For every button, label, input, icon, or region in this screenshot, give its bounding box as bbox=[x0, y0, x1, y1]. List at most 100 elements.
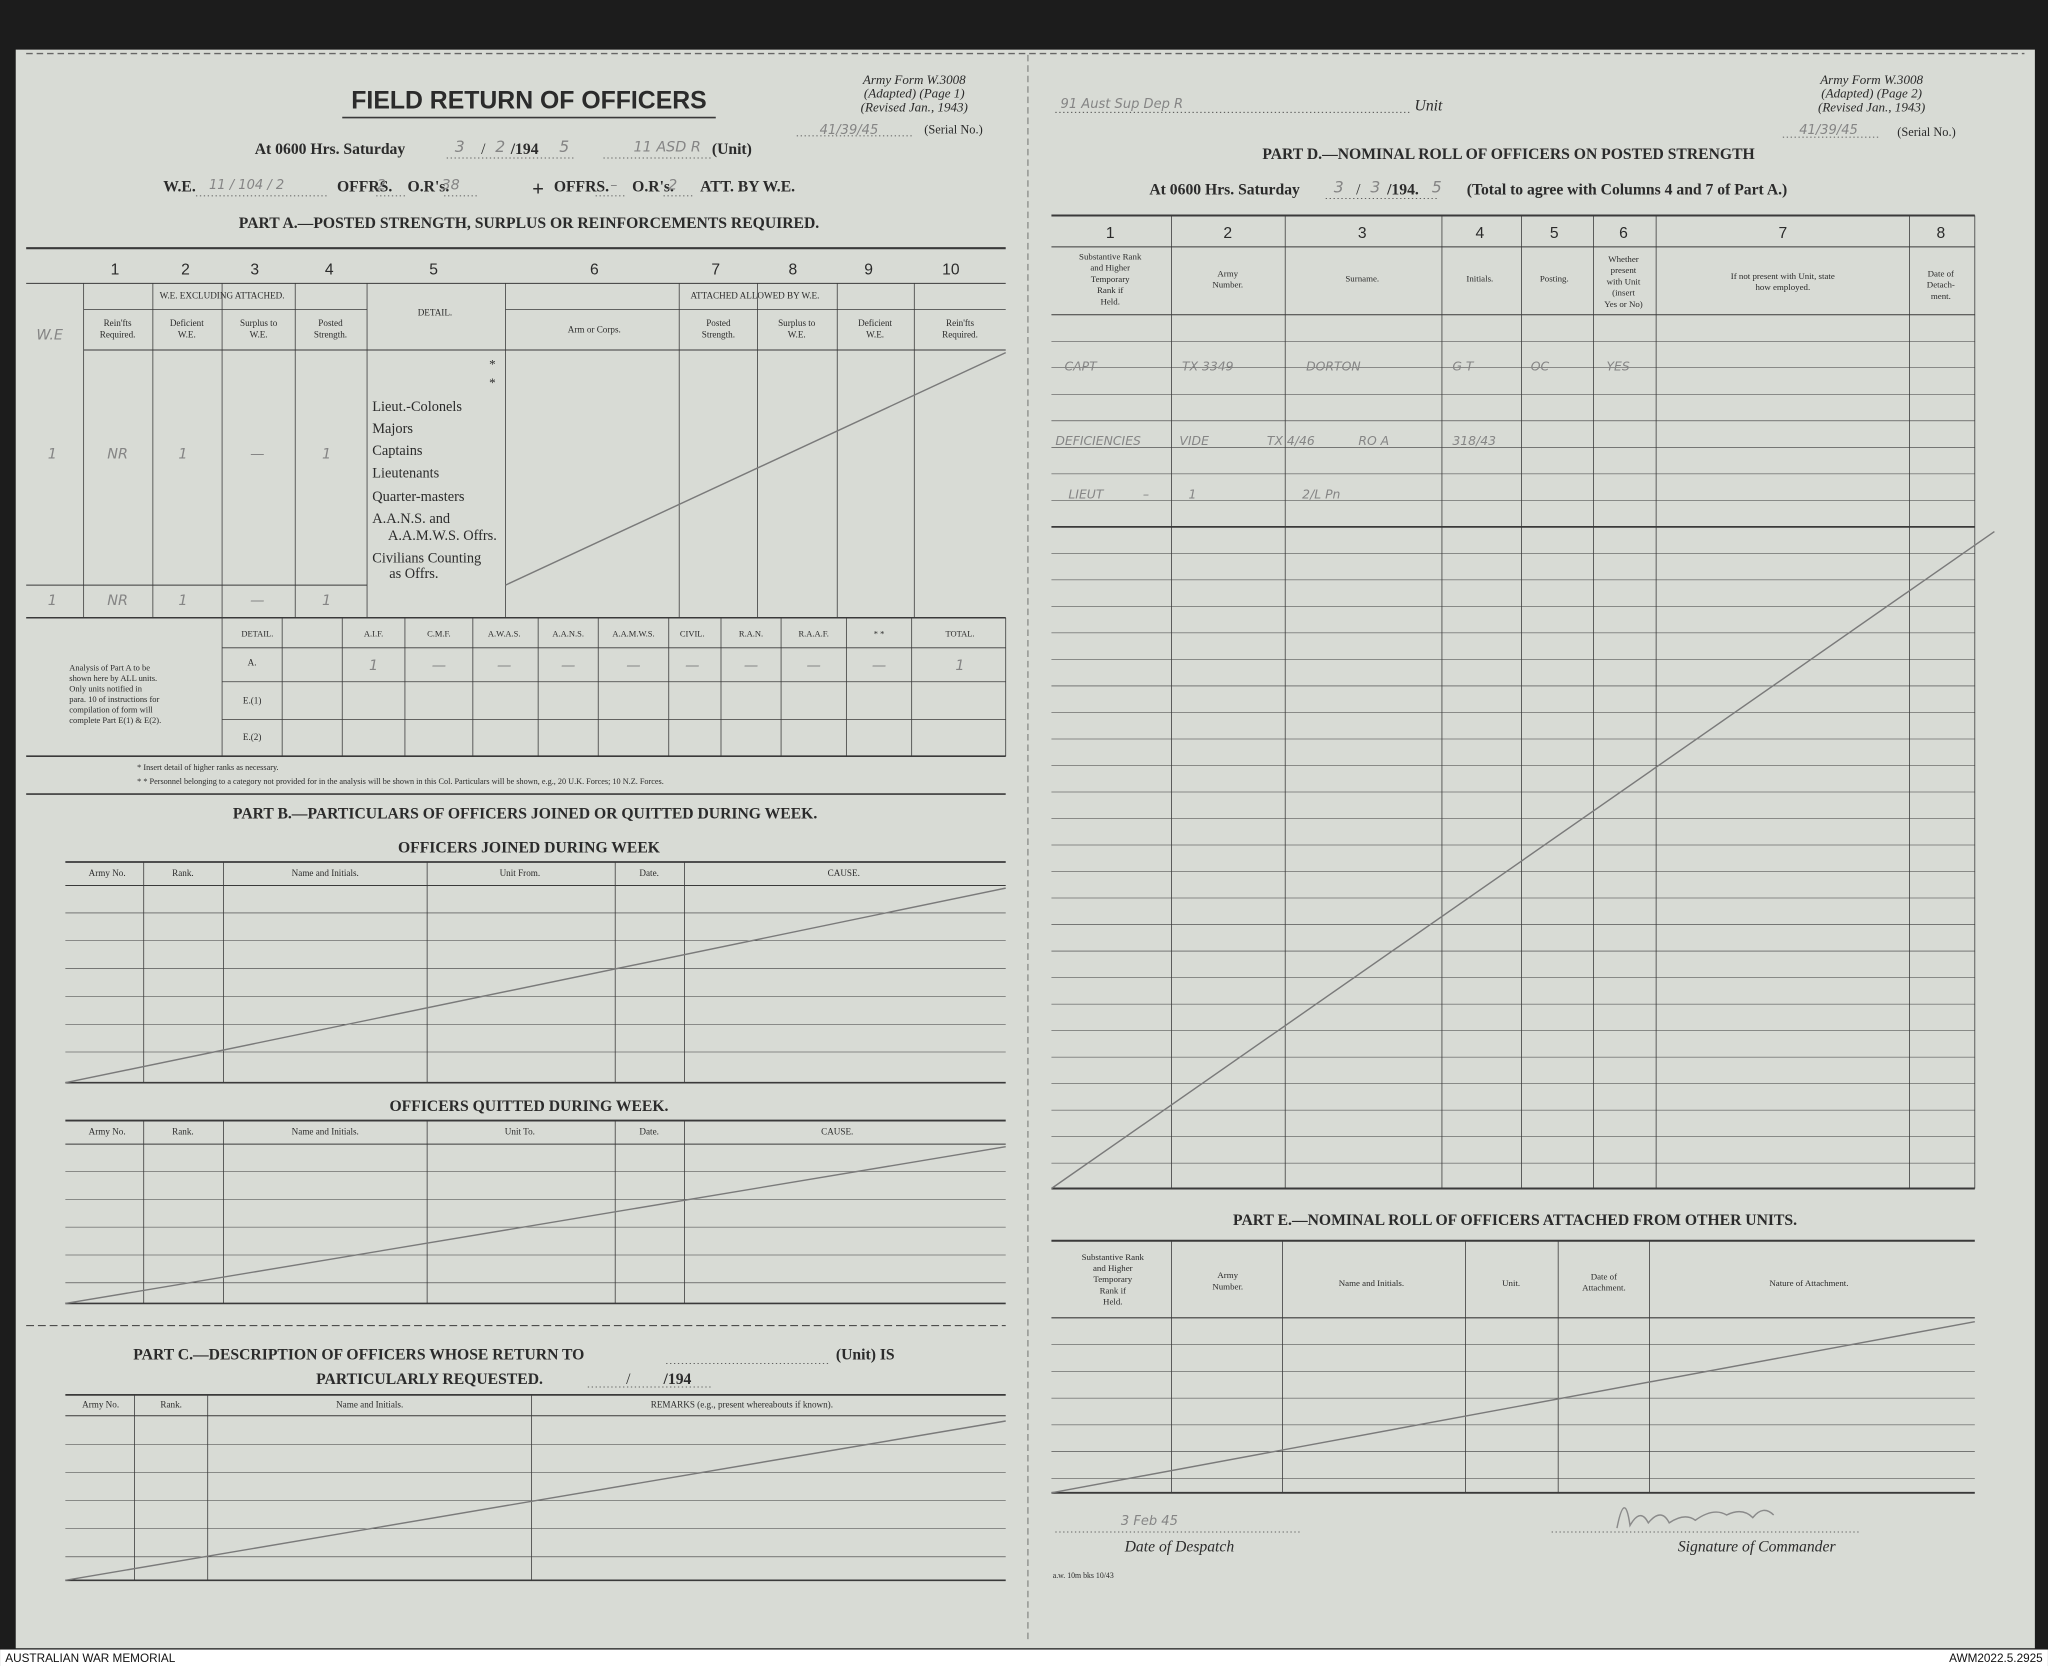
form-text: W.E. bbox=[163, 179, 196, 196]
form-text: Army No. bbox=[89, 868, 126, 878]
form-text: 2 bbox=[181, 261, 190, 278]
handwriting: VIDE bbox=[1179, 433, 1209, 448]
handwriting: — bbox=[497, 658, 511, 674]
strike-line bbox=[65, 1420, 1006, 1582]
handwriting: – bbox=[1143, 486, 1149, 501]
form-text: Required. bbox=[100, 330, 136, 340]
form-text: Unit From. bbox=[500, 868, 541, 878]
form-text: Lieutenants bbox=[372, 465, 439, 481]
form-text: Rein'fts bbox=[946, 318, 974, 328]
handwriting: 1 bbox=[1189, 486, 1197, 501]
form-text: 8 bbox=[1936, 225, 1945, 242]
form-text: Attachment. bbox=[1582, 1283, 1626, 1293]
form-text: and Higher bbox=[1093, 1263, 1133, 1273]
signature bbox=[1616, 1507, 1775, 1529]
form-text: C.M.F. bbox=[427, 629, 451, 639]
form-text: and Higher bbox=[1090, 263, 1130, 273]
strike-line bbox=[505, 351, 1007, 586]
form-text: * * bbox=[874, 629, 885, 639]
form-text: DETAIL. bbox=[418, 308, 453, 318]
form-text: Name and Initials. bbox=[336, 1399, 403, 1409]
form-text: / bbox=[626, 1371, 631, 1388]
handwriting: 1 bbox=[369, 658, 378, 674]
form-text: A.I.F. bbox=[364, 629, 383, 639]
form-text: CAUSE. bbox=[821, 1126, 853, 1136]
form-text: 10 bbox=[942, 261, 960, 278]
strike-line bbox=[1051, 530, 1995, 1190]
form-text: / bbox=[481, 141, 486, 158]
form-text: Rank if bbox=[1100, 1285, 1126, 1295]
handwriting: 2 bbox=[377, 177, 386, 193]
form-text: OFFICERS JOINED DURING WEEK bbox=[398, 840, 661, 857]
form-text: with Unit bbox=[1607, 276, 1641, 286]
form-text: Rank if bbox=[1097, 285, 1123, 295]
form-text: 7 bbox=[1778, 225, 1787, 242]
form-text: If not present with Unit, state bbox=[1731, 271, 1835, 281]
form-text: (Serial No.) bbox=[1897, 125, 1956, 139]
form-text: Unit bbox=[1415, 98, 1443, 115]
form-text: Captains bbox=[372, 443, 423, 459]
handwriting: CAPT bbox=[1064, 359, 1098, 374]
form-text: Signature of Commander bbox=[1678, 1538, 1837, 1555]
form-text: At 0600 Hrs. Saturday bbox=[1149, 181, 1300, 198]
handwriting: 3 bbox=[1370, 178, 1380, 197]
form-text: (Adapted) (Page 1) bbox=[864, 86, 965, 101]
form-text: ATT. BY W.E. bbox=[700, 179, 795, 196]
form-text: PART A.—POSTED STRENGTH, SURPLUS OR REIN… bbox=[239, 215, 820, 232]
form-text: Army Form W.3008 bbox=[1819, 72, 1923, 87]
handwriting: – bbox=[610, 177, 617, 193]
form-text: (Serial No.) bbox=[924, 122, 983, 136]
form-text: Quarter-masters bbox=[372, 489, 465, 505]
form-text: Strength. bbox=[314, 330, 347, 340]
form-text: Majors bbox=[372, 421, 413, 437]
handwriting: 38 bbox=[442, 177, 460, 193]
form-text: (insert bbox=[1612, 288, 1635, 298]
handwriting: NR bbox=[107, 593, 128, 609]
handwriting: 5 bbox=[559, 137, 569, 156]
handwriting: 1 bbox=[322, 447, 331, 463]
form-text: Analysis of Part A to be bbox=[69, 663, 150, 673]
form-text: O.R's. bbox=[408, 179, 450, 196]
form-text: /194. bbox=[1386, 181, 1419, 198]
handwriting: 1 bbox=[322, 593, 331, 609]
form-text: Initials. bbox=[1466, 274, 1493, 284]
form-text: W.E. bbox=[250, 330, 268, 340]
handwriting: LIEUT bbox=[1068, 486, 1104, 501]
form-text: Held. bbox=[1103, 1297, 1122, 1307]
form-text: * * Personnel belonging to a category no… bbox=[137, 777, 664, 786]
form-text: 7 bbox=[711, 261, 720, 278]
form-text: Army No. bbox=[89, 1126, 126, 1136]
form-text: PARTICULARLY REQUESTED. bbox=[316, 1371, 543, 1388]
form-text: AUSTRALIAN WAR MEMORIAL bbox=[5, 1652, 175, 1665]
strike-line bbox=[1051, 1321, 1975, 1494]
form-text: Yes or No) bbox=[1604, 299, 1643, 309]
form-text: A.A.N.S. bbox=[552, 629, 584, 639]
handwriting: 2/L Pn bbox=[1302, 486, 1340, 501]
form-text: Posted bbox=[706, 318, 731, 328]
handwriting: — bbox=[432, 658, 446, 674]
form-text: Lieut.-Colonels bbox=[372, 399, 462, 415]
form-text: para. 10 of instructions for bbox=[69, 694, 159, 704]
form-text: Surplus to bbox=[778, 318, 816, 328]
handwriting: 3 bbox=[1334, 178, 1344, 197]
form-text: * Insert detail of higher ranks as neces… bbox=[137, 763, 278, 772]
handwriting: 1 bbox=[955, 658, 964, 674]
form-text: At 0600 Hrs. Saturday bbox=[255, 141, 406, 158]
form-text: Only units notified in bbox=[69, 684, 142, 694]
handwriting: — bbox=[561, 658, 575, 674]
form-text: Required. bbox=[942, 330, 978, 340]
form-text: A.A.M.W.S. bbox=[612, 629, 654, 639]
handwriting: — bbox=[872, 658, 886, 674]
form-text: Rank. bbox=[172, 1126, 194, 1136]
form-text: Nature of Attachment. bbox=[1769, 1278, 1848, 1288]
form-text: OFFICERS QUITTED DURING WEEK. bbox=[390, 1098, 669, 1115]
form-text: Unit. bbox=[1502, 1278, 1520, 1288]
handwriting: 318/43 bbox=[1452, 433, 1496, 448]
form-text: * bbox=[489, 375, 496, 390]
form-text: 6 bbox=[1619, 225, 1628, 242]
handwriting: DEFICIENCIES bbox=[1055, 433, 1141, 448]
form-text: FIELD RETURN OF OFFICERS bbox=[351, 87, 706, 114]
handwriting: 3 Feb 45 bbox=[1121, 1514, 1178, 1529]
form-text: (Adapted) (Page 2) bbox=[1821, 86, 1922, 101]
form-text: PART D.—NOMINAL ROLL OF OFFICERS ON POST… bbox=[1262, 146, 1754, 163]
